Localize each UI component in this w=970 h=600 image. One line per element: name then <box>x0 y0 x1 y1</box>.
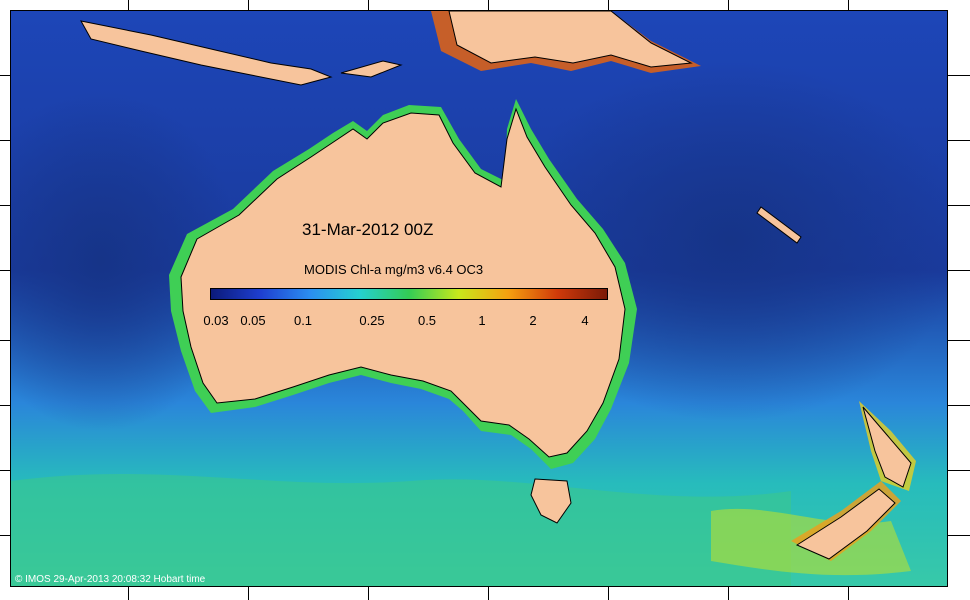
frame-tick <box>948 535 970 536</box>
frame-tick <box>728 587 729 600</box>
indonesia-islands <box>80 20 333 86</box>
colorbar-tick-label: 0.1 <box>293 313 313 328</box>
frame-tick <box>0 405 10 406</box>
frame-tick <box>0 205 10 206</box>
new-zealand-north <box>862 406 912 488</box>
frame-tick <box>948 270 970 271</box>
frame-tick <box>948 140 970 141</box>
southern-ocean-bloom <box>11 474 791 586</box>
frame-tick <box>488 587 489 600</box>
frame-tick <box>128 587 129 600</box>
new-zealand-south <box>795 488 896 560</box>
frame-tick <box>948 405 970 406</box>
frame-tick <box>0 140 10 141</box>
colorbar-tick-label: 0.25 <box>359 313 385 328</box>
frame-tick <box>608 587 609 600</box>
new-guinea <box>448 11 693 68</box>
colorbar-tick-label: 2 <box>529 313 537 328</box>
frame-tick <box>948 470 970 471</box>
frame-tick <box>128 0 129 10</box>
map-date-label: 31-Mar-2012 00Z <box>302 220 434 239</box>
new-caledonia <box>756 206 802 244</box>
frame-tick <box>948 340 970 341</box>
timor-island <box>340 60 403 78</box>
frame-tick <box>368 587 369 600</box>
frame-tick <box>248 587 249 600</box>
frame-tick <box>948 205 970 206</box>
tasmania <box>530 478 572 524</box>
colorbar-tick-label: 0.03 <box>203 313 229 328</box>
map-canvas <box>11 11 947 586</box>
colorbar-title: MODIS Chl-a mg/m3 v6.4 OC3 <box>304 262 484 277</box>
frame-tick <box>0 75 10 76</box>
colorbar-tick-label: 0.5 <box>417 313 437 328</box>
colorbar <box>210 288 608 300</box>
frame-tick <box>0 470 10 471</box>
frame-tick <box>0 535 10 536</box>
frame-tick <box>728 0 729 10</box>
frame-tick <box>848 587 849 600</box>
frame-tick <box>608 0 609 10</box>
colorbar-tick-label: 1 <box>478 313 486 328</box>
frame-tick <box>948 75 970 76</box>
frame-tick <box>488 0 489 10</box>
frame-tick <box>0 340 10 341</box>
frame-tick <box>0 270 10 271</box>
frame-tick <box>248 0 249 10</box>
ocean-field <box>10 10 948 587</box>
frame-tick <box>368 0 369 10</box>
colorbar-tick-label: 4 <box>581 313 589 328</box>
australia-landmass <box>180 107 626 458</box>
colorbar-tick-label: 0.05 <box>240 313 266 328</box>
copyright-label: © IMOS 29-Apr-2013 20:08:32 Hobart time <box>15 574 206 585</box>
frame-tick <box>848 0 849 10</box>
